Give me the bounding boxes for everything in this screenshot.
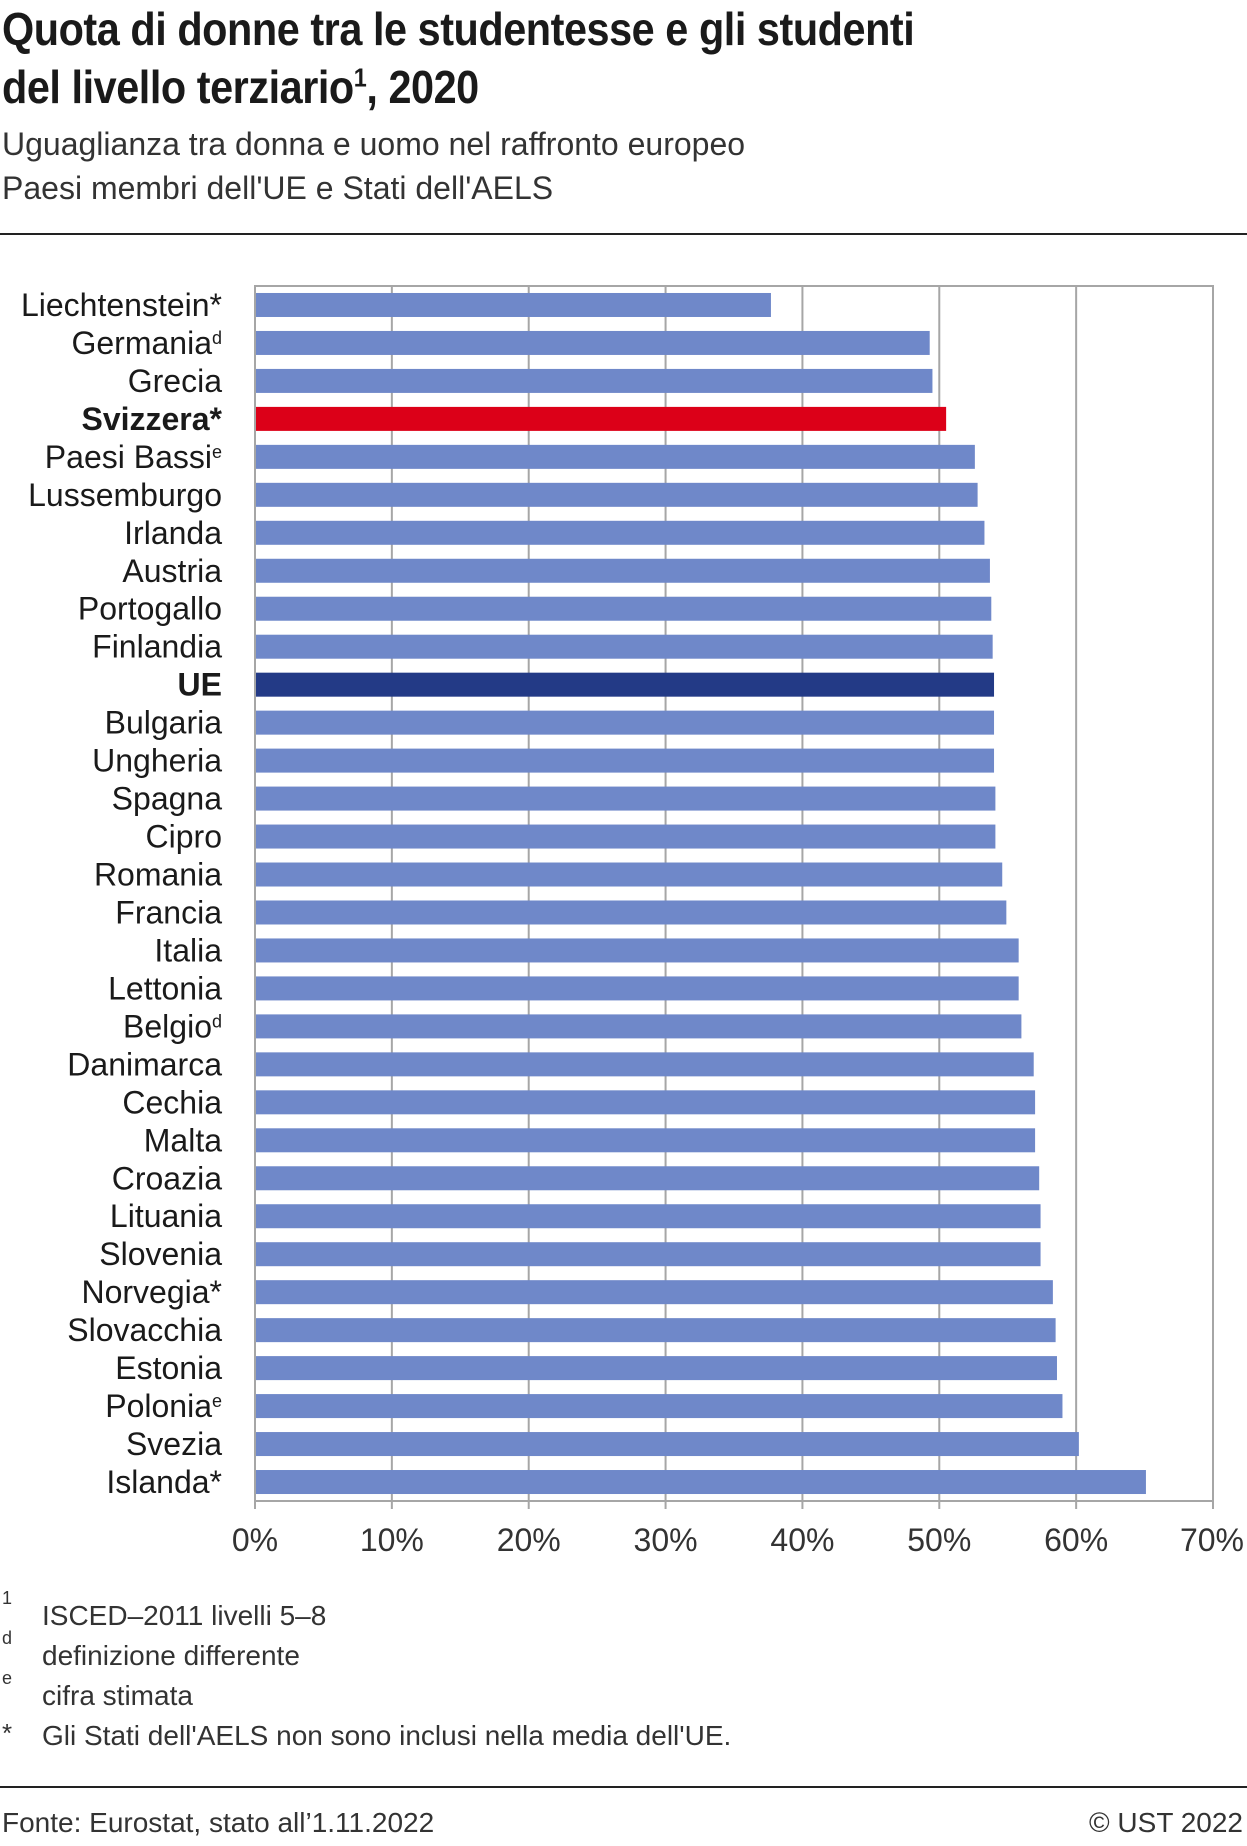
bar-slovenia (256, 1242, 1041, 1267)
title-text: del livello terziario (2, 61, 354, 113)
category-label: Spagna (112, 781, 223, 817)
category-label: Francia (115, 894, 222, 930)
category-label: Estonia (115, 1350, 222, 1386)
bar-spagna (256, 786, 996, 811)
category-label: Norvegia* (81, 1274, 222, 1310)
bar-svizzera (256, 406, 947, 431)
category-label: Germaniad (71, 325, 222, 361)
footnote-mark: e (2, 1668, 13, 1688)
bar-grecia (256, 368, 933, 393)
chart-title: Quota di donne tra le studentesse e gli … (2, 0, 1242, 116)
category-label: Lituania (110, 1198, 222, 1234)
plot-frame (254, 285, 1214, 1502)
category-label: Irlanda (124, 515, 222, 551)
footnote-mark: d (2, 1628, 13, 1648)
category-label: UE (178, 667, 222, 703)
category-label: Finlandia (92, 629, 222, 665)
title-line-1: Quota di donne tra le studentesse e gli … (2, 3, 915, 55)
bar-liechtenstein (256, 292, 771, 317)
bar-slovacchia (256, 1318, 1056, 1343)
footnote-text: definizione differente (42, 1640, 300, 1671)
category-label: Malta (144, 1122, 222, 1158)
category-label: Grecia (128, 363, 222, 399)
bar-lussemburgo (256, 482, 978, 507)
top-divider (0, 233, 1247, 235)
category-label: Svezia (126, 1426, 222, 1462)
subtitle-line-1: Uguaglianza tra donna e uomo nel raffron… (2, 126, 746, 162)
category-label: Cipro (146, 819, 222, 855)
category-label: Belgiod (123, 1008, 222, 1044)
category-label: Slovacchia (67, 1312, 222, 1348)
category-label: Cechia (122, 1084, 222, 1120)
footnote-text: Gli Stati dell'AELS non sono inclusi nel… (42, 1720, 732, 1751)
category-label: Liechtenstein* (21, 287, 222, 323)
category-label: Italia (154, 932, 222, 968)
bottom-divider (0, 1786, 1247, 1788)
bar-bulgaria (256, 710, 995, 735)
source-note: Fonte: Eurostat, stato all’1.11.2022 (2, 1807, 435, 1838)
bar-romania (256, 862, 1003, 887)
category-label: Lussemburgo (28, 477, 222, 513)
category-label: Croazia (112, 1160, 222, 1196)
bar-paesi-bassi (256, 444, 975, 469)
chart-subtitle: Uguaglianza tra donna e uomo nel raffron… (2, 122, 1242, 210)
bar-malta (256, 1128, 1036, 1153)
bar-lettonia (256, 976, 1019, 1001)
copyright: © UST 2022 (1089, 1807, 1243, 1838)
bar-lituania (256, 1204, 1041, 1229)
category-label: Ungheria (92, 743, 222, 779)
bar-croazia (256, 1166, 1040, 1191)
title-year: , 2020 (366, 61, 479, 113)
bar-estonia (256, 1356, 1057, 1381)
category-label: Islanda* (106, 1464, 222, 1500)
title-footnote-mark: 1 (353, 62, 367, 93)
bar-italia (256, 938, 1019, 963)
bar-danimarca (256, 1052, 1034, 1077)
bar-belgio (256, 1014, 1022, 1039)
x-tick-label: 10% (360, 1522, 424, 1558)
x-tick-label: 40% (770, 1522, 834, 1558)
chart-header: Quota di donne tra le studentesse e gli … (2, 0, 1242, 210)
bar-austria (256, 558, 990, 583)
category-label: Svizzera* (81, 401, 222, 437)
x-tick-label: 50% (907, 1522, 971, 1558)
bar-cechia (256, 1090, 1036, 1115)
category-label: Poloniae (105, 1388, 222, 1424)
footnote-mark: * (2, 1718, 13, 1748)
category-label: Austria (122, 553, 222, 589)
x-tick-label: 0% (232, 1522, 278, 1558)
bar-portogallo (256, 596, 992, 621)
x-tick-label: 60% (1044, 1522, 1108, 1558)
bar-finlandia (256, 634, 993, 659)
bar-irlanda (256, 520, 985, 545)
category-label: Bulgaria (105, 705, 223, 741)
footnote-text: ISCED–2011 livelli 5–8 (42, 1600, 327, 1631)
bar-germania (256, 330, 930, 355)
footnote-mark: 1 (2, 1588, 13, 1608)
bar-svezia (256, 1432, 1079, 1457)
x-tick-label: 20% (497, 1522, 561, 1558)
category-label: Danimarca (67, 1046, 222, 1082)
category-label: Slovenia (99, 1236, 222, 1272)
bar-ungheria (256, 748, 995, 773)
category-label: Lettonia (108, 970, 222, 1006)
x-tick-label: 70% (1180, 1522, 1244, 1558)
bar-francia (256, 900, 1007, 925)
bar-norvegia (256, 1280, 1053, 1305)
bar-islanda (256, 1470, 1146, 1495)
bar-cipro (256, 824, 996, 849)
category-label: Paesi Bassie (45, 439, 222, 475)
subtitle-line-2: Paesi membri dell'UE e Stati dell'AELS (2, 170, 554, 206)
x-tick-label: 30% (634, 1522, 698, 1558)
bar-polonia (256, 1394, 1063, 1419)
title-line-2: del livello terziario1, 2020 (2, 58, 1118, 116)
category-label: Portogallo (78, 591, 222, 627)
footnote-text: cifra stimata (42, 1680, 193, 1711)
bar-ue (256, 672, 995, 697)
category-label: Romania (94, 857, 222, 893)
